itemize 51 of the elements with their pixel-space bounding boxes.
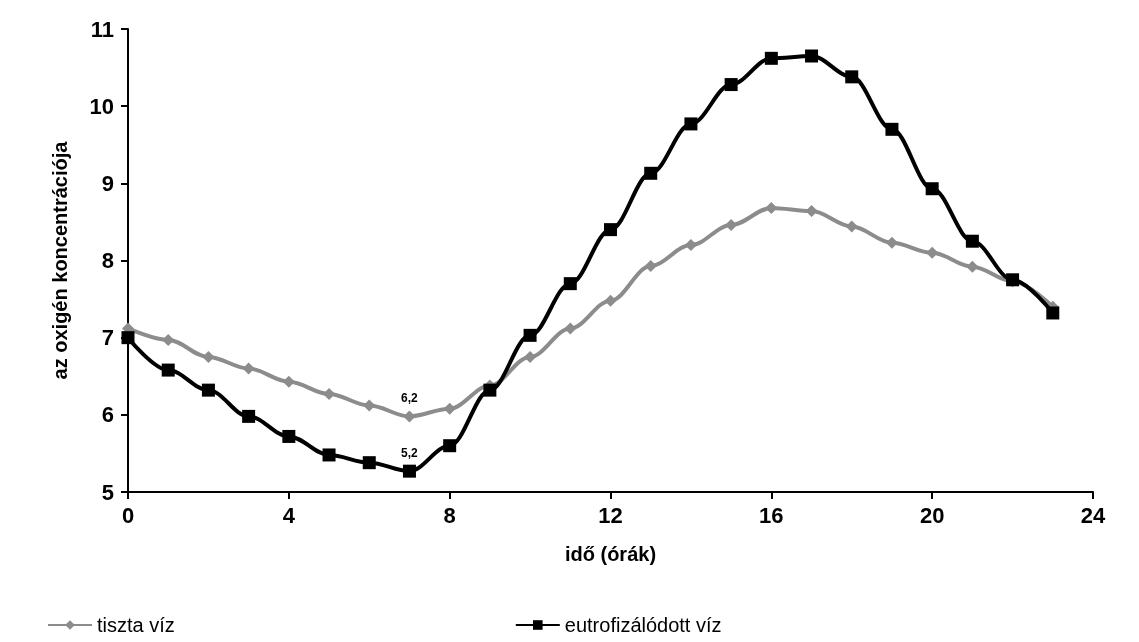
x-tick-label: 24 bbox=[1080, 502, 1106, 528]
point bbox=[563, 277, 577, 291]
point bbox=[965, 234, 979, 248]
point bbox=[885, 122, 899, 136]
point bbox=[524, 350, 537, 363]
point bbox=[402, 464, 416, 478]
y-tick-label: 6 bbox=[101, 402, 114, 428]
point bbox=[121, 331, 135, 345]
point bbox=[724, 78, 738, 92]
point bbox=[644, 259, 657, 272]
point bbox=[604, 223, 617, 237]
point bbox=[604, 294, 617, 307]
point bbox=[242, 409, 256, 423]
point bbox=[684, 117, 698, 131]
point bbox=[925, 182, 939, 196]
y-tick-label: 9 bbox=[101, 170, 114, 196]
y-tick-label: 7 bbox=[101, 325, 114, 351]
x-tick-label: 0 bbox=[121, 502, 135, 528]
point bbox=[443, 439, 457, 453]
y-tick-label: 5 bbox=[101, 479, 114, 505]
legend-label: eutrofizálódott víz bbox=[564, 614, 722, 636]
point bbox=[322, 448, 336, 462]
x-axis-title: idő (órák) bbox=[564, 543, 657, 565]
y-tick-label: 8 bbox=[101, 248, 114, 273]
point bbox=[885, 236, 898, 249]
point bbox=[362, 456, 376, 470]
annotation: 5,2 bbox=[401, 446, 419, 461]
point bbox=[282, 429, 296, 443]
point bbox=[523, 328, 537, 342]
point bbox=[845, 220, 858, 233]
point bbox=[1046, 306, 1060, 320]
legend-label: tiszta víz bbox=[97, 614, 175, 636]
point bbox=[201, 383, 215, 397]
point bbox=[966, 260, 979, 273]
x-tick-label: 16 bbox=[759, 502, 784, 528]
y-tick-label: 11 bbox=[90, 16, 114, 42]
point bbox=[764, 51, 778, 65]
point bbox=[845, 70, 859, 84]
x-tick-label: 8 bbox=[443, 502, 456, 528]
point bbox=[805, 49, 819, 63]
point bbox=[161, 363, 175, 377]
point bbox=[644, 166, 658, 180]
point bbox=[564, 322, 577, 335]
point bbox=[242, 362, 255, 375]
y-axis-title: az oxigén koncentrációja bbox=[49, 140, 71, 380]
point bbox=[483, 383, 497, 397]
x-tick-label: 4 bbox=[282, 502, 296, 528]
y-tick-label: 10 bbox=[89, 93, 114, 119]
annotation: 6,2 bbox=[401, 391, 419, 406]
x-tick-label: 20 bbox=[919, 502, 945, 528]
x-tick-label: 12 bbox=[598, 502, 623, 528]
